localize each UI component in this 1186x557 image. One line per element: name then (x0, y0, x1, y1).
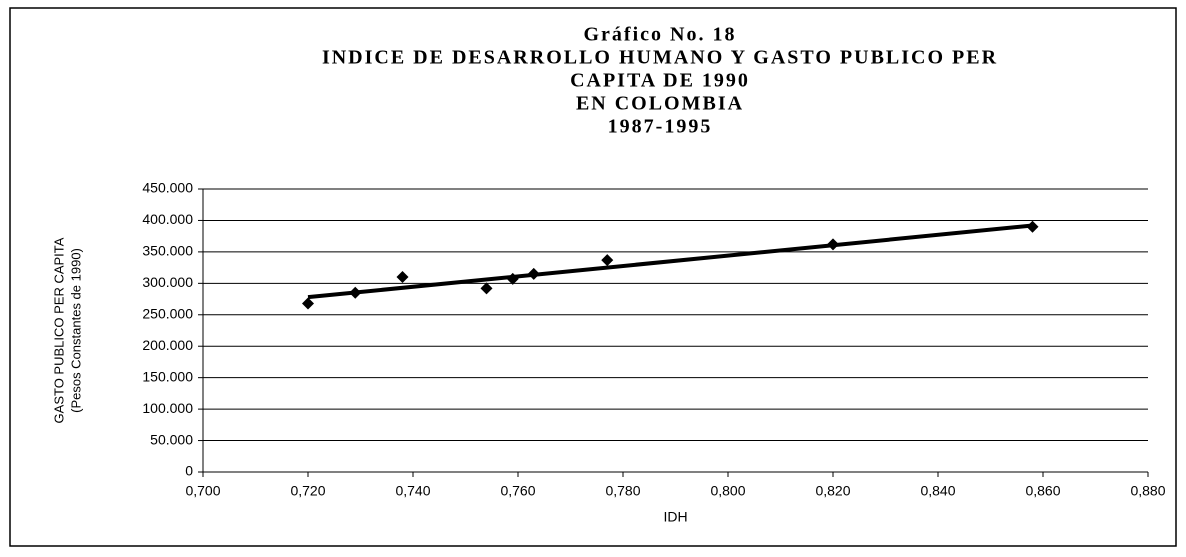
y-tick-label: 250.000 (142, 305, 193, 321)
x-tick-label: 0,720 (290, 483, 325, 499)
point (396, 271, 409, 284)
y-tick-label: 300.000 (142, 274, 193, 290)
y-tick-label: 150.000 (142, 368, 193, 384)
x-tick-label: 0,820 (815, 483, 850, 499)
y-tick-label: 50.000 (150, 431, 193, 447)
y-tick-label: 400.000 (142, 211, 193, 227)
x-tick-label: 0,740 (395, 483, 430, 499)
chart-title: INDICE DE DESARROLLO HUMANO Y GASTO PUBL… (322, 47, 998, 69)
y-axis-label: (Pesos Constantes de 1990) (68, 248, 83, 413)
point (527, 267, 540, 280)
y-tick-label: 100.000 (142, 400, 193, 416)
chart-title: 1987-1995 (608, 116, 713, 138)
point (1026, 220, 1039, 233)
x-tick-label: 0,860 (1025, 483, 1060, 499)
y-axis-label: GASTO PUBLICO PER CAPITA (51, 237, 66, 423)
x-tick-label: 0,880 (1130, 483, 1165, 499)
chart-title: EN COLOMBIA (576, 93, 744, 115)
x-tick-label: 0,780 (605, 483, 640, 499)
point (302, 297, 314, 310)
x-axis-label: IDH (663, 509, 687, 525)
y-tick-label: 350.000 (142, 243, 193, 259)
point (601, 254, 614, 267)
x-tick-label: 0,760 (500, 483, 535, 499)
y-tick-label: 450.000 (142, 180, 193, 196)
x-tick-label: 0,700 (185, 483, 220, 499)
chart-title: Gráfico No. 18 (584, 24, 737, 46)
x-tick-label: 0,840 (920, 483, 955, 499)
point (480, 282, 493, 295)
point (827, 238, 839, 251)
y-tick-label: 0 (185, 463, 193, 479)
frame (9, 7, 1177, 547)
chart-title: CAPITA DE 1990 (570, 70, 750, 92)
y-tick-label: 200.000 (142, 337, 193, 353)
trendline (307, 223, 1033, 300)
x-tick-label: 0,800 (710, 483, 745, 499)
point (506, 272, 519, 285)
point (349, 286, 362, 299)
